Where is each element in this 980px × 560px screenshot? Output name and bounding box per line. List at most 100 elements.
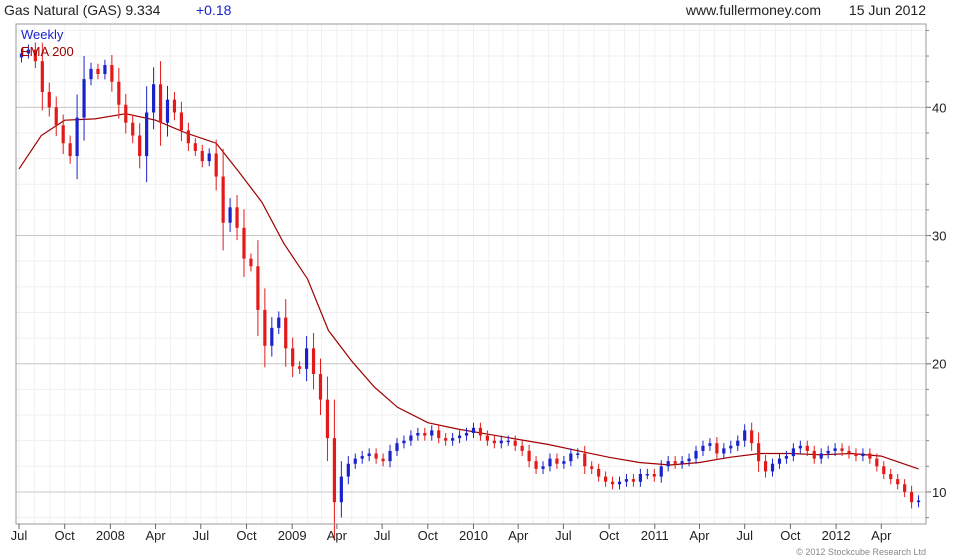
candle-body — [861, 453, 865, 457]
x-tick-label: Apr — [508, 528, 529, 543]
candle-body — [19, 53, 24, 58]
candle-body — [743, 430, 747, 441]
candle-body — [750, 430, 754, 444]
x-tick-label: Jul — [736, 528, 753, 543]
candle-body — [826, 450, 830, 454]
candle-body — [715, 443, 719, 454]
x-tick-label: 2010 — [459, 528, 488, 543]
candle-body — [131, 122, 135, 136]
candle-body — [555, 458, 559, 464]
candle-body — [82, 79, 86, 118]
candle-body — [631, 479, 636, 482]
candle-body — [381, 458, 385, 462]
candle-body — [263, 309, 267, 346]
y-tick-label: 40 — [932, 100, 946, 115]
candle-body — [819, 453, 823, 459]
candle-body — [68, 143, 72, 157]
candle-body — [103, 65, 107, 74]
candle-body — [270, 327, 274, 346]
candle-body — [318, 374, 323, 400]
plot-frame — [15, 23, 927, 525]
candle-body — [896, 479, 900, 485]
x-tick-label: 2011 — [641, 528, 669, 543]
candle-body — [534, 461, 538, 469]
candle-body — [548, 458, 552, 467]
candle-body — [179, 112, 184, 131]
candle-body — [840, 448, 844, 451]
candle-body — [659, 466, 663, 477]
candle-body — [520, 445, 524, 451]
legend-ema-200: EMA 200 — [21, 44, 74, 59]
candle-body — [513, 440, 517, 446]
y-tick-label: 10 — [932, 485, 946, 500]
x-axis: Jul Oct 2008 Apr Jul Oct 2009 Apr Jul Oct 2010 Apr J… — [11, 524, 892, 543]
candle-body — [172, 99, 177, 113]
candle-body — [47, 91, 51, 108]
x-tick-label: 2008 — [96, 528, 125, 543]
candle-body — [590, 466, 594, 469]
candle-body — [610, 481, 615, 485]
candle-body — [346, 463, 350, 477]
candle-body — [569, 453, 573, 462]
candle-body — [437, 430, 441, 439]
copyright: © 2012 Stockcube Research Ltd — [796, 547, 926, 557]
candle-body — [54, 107, 58, 126]
candle-body — [304, 348, 309, 369]
candle-body — [833, 448, 837, 451]
candle-body — [617, 481, 622, 485]
candle-body — [158, 84, 163, 123]
x-tick-label: Jul — [374, 528, 391, 543]
candle-body — [451, 438, 455, 441]
candle-body — [680, 461, 684, 464]
y-tick-label: 30 — [932, 229, 946, 244]
candle-body — [353, 458, 357, 464]
candle-body — [624, 479, 629, 482]
candle-body — [360, 456, 364, 459]
candle-body — [478, 427, 483, 436]
x-tick-label: Jul — [555, 528, 572, 543]
x-tick-label: Jul — [192, 528, 209, 543]
candle-body — [666, 461, 670, 467]
candle-body — [499, 440, 503, 444]
candle-body — [40, 61, 44, 92]
x-tick-label: Oct — [236, 528, 257, 543]
chart-title: Gas Natural (GAS) 9.334 — [4, 2, 161, 18]
candle-body — [124, 104, 128, 123]
candle-body — [882, 466, 886, 474]
x-tick-label: Oct — [599, 528, 620, 543]
candle-body — [402, 440, 406, 444]
candle-body — [777, 458, 782, 464]
candle-body — [784, 456, 789, 459]
candle-body — [298, 366, 302, 369]
chart-date: 15 Jun 2012 — [849, 2, 926, 18]
candle-body — [193, 143, 197, 151]
candle-body — [207, 153, 211, 162]
x-tick-label: Oct — [780, 528, 801, 543]
candle-body — [367, 453, 371, 457]
candle-body — [583, 453, 587, 467]
ema-layer — [18, 113, 919, 470]
candle-body — [117, 81, 121, 105]
legend-weekly: Weekly — [21, 27, 64, 42]
candle-body — [916, 500, 921, 503]
candle-body — [812, 450, 816, 459]
candle-body — [145, 112, 149, 157]
candle-body — [61, 125, 65, 144]
candle-body — [729, 445, 733, 449]
candle-body — [638, 474, 642, 482]
candle-body — [868, 453, 872, 459]
x-tick-label: Apr — [327, 528, 348, 543]
candle-body — [242, 227, 246, 259]
x-tick-label: Apr — [145, 528, 166, 543]
candle-body — [339, 476, 343, 503]
candle-body — [214, 153, 218, 177]
candle-body — [791, 448, 795, 457]
candle-body — [374, 453, 378, 459]
candle-body — [757, 443, 761, 462]
candle-body — [96, 68, 100, 74]
candle-body — [492, 440, 496, 444]
candle-body — [889, 474, 893, 480]
candle-body — [325, 399, 330, 439]
candle-body — [89, 68, 93, 80]
candle-body — [763, 461, 768, 472]
